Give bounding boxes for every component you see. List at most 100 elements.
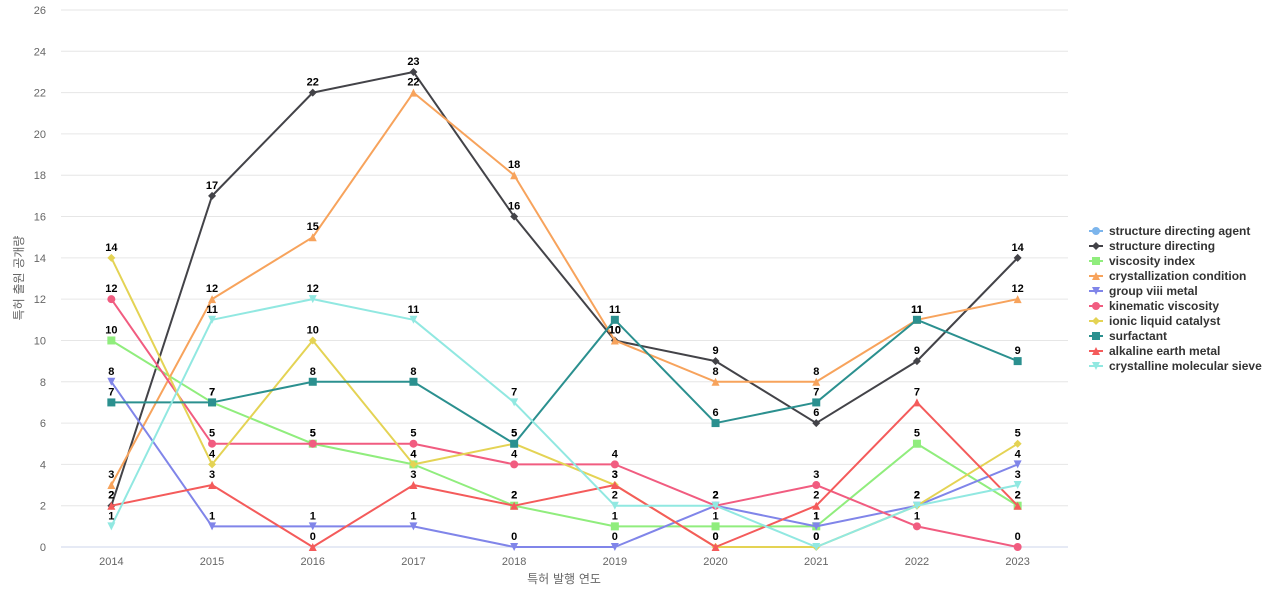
data-label: 8: [712, 366, 718, 378]
series: [107, 315, 1022, 448]
data-label: 12: [206, 283, 218, 295]
data-point: [510, 543, 519, 551]
data-label: 14: [105, 242, 118, 254]
data-label: 1: [813, 510, 819, 522]
data-point: [812, 419, 821, 428]
data-label: 2: [914, 490, 920, 502]
data-label: 3: [612, 469, 618, 481]
data-point: [812, 377, 821, 386]
data-label: 4: [511, 448, 518, 460]
data-point: [510, 460, 519, 469]
data-label: 8: [310, 366, 316, 378]
data-label: 10: [307, 324, 319, 336]
legend-label: viscosity index: [1109, 254, 1195, 268]
y-tick-label: 8: [40, 377, 46, 389]
data-label: 7: [108, 386, 114, 398]
data-point: [1013, 253, 1022, 262]
series-lines: [107, 67, 1022, 551]
data-point: [208, 315, 217, 324]
legend-item[interactable]: ionic liquid catalyst: [1089, 314, 1220, 328]
data-label: 3: [612, 469, 618, 481]
data-label: 2: [1015, 490, 1021, 502]
data-point: [610, 543, 619, 551]
legend-item[interactable]: kinematic viscosity: [1089, 299, 1219, 313]
data-label: 2: [712, 490, 718, 502]
data-label: 16: [508, 201, 520, 213]
data-point: [812, 398, 821, 407]
data-label: 5: [310, 428, 316, 440]
data-label: 22: [307, 77, 319, 89]
data-point: [308, 336, 317, 345]
legend-symbol: [1092, 272, 1100, 280]
legend-symbol: [1092, 347, 1100, 355]
data-point: [812, 501, 821, 510]
data-point: [308, 522, 317, 531]
legend-item[interactable]: structure directing agent: [1089, 224, 1250, 238]
data-point: [610, 501, 619, 510]
series: [107, 398, 1022, 551]
data-point: [510, 171, 519, 180]
data-label: 18: [508, 159, 520, 171]
data-label: 11: [408, 304, 420, 316]
legend-item[interactable]: structure directing: [1089, 239, 1215, 253]
data-label: 1: [410, 510, 416, 522]
data-point: [208, 522, 217, 531]
data-label: 4: [209, 448, 216, 460]
legend-item[interactable]: crystalline molecular sieve: [1089, 359, 1262, 373]
x-tick-label: 2016: [301, 556, 325, 568]
legend-symbol: [1092, 227, 1100, 235]
data-point: [711, 501, 720, 510]
data-point: [1013, 481, 1022, 490]
series-line: [110, 256, 1019, 548]
legend-label: kinematic viscosity: [1109, 299, 1219, 313]
data-label: 0: [511, 531, 517, 543]
data-point: [208, 439, 217, 448]
data-label: 2: [612, 490, 618, 502]
data-point: [711, 419, 720, 428]
data-point: [610, 481, 619, 490]
data-label: 3: [813, 469, 819, 481]
data-point: [107, 398, 116, 407]
x-tick-label: 2023: [1005, 556, 1029, 568]
x-axis-title: 특허 발행 연도: [527, 571, 601, 586]
legend-item[interactable]: surfactant: [1089, 329, 1167, 343]
data-label: 2: [108, 490, 114, 502]
legend-label: structure directing agent: [1109, 224, 1250, 238]
data-point: [107, 501, 116, 510]
data-point: [1013, 501, 1022, 510]
data-label: 0: [310, 531, 316, 543]
legend-item[interactable]: alkaline earth metal: [1089, 344, 1220, 358]
data-label: 7: [813, 386, 819, 398]
data-label: 3: [410, 469, 416, 481]
y-tick-label: 24: [34, 46, 46, 58]
data-point: [308, 295, 317, 304]
legend-item[interactable]: viscosity index: [1089, 254, 1195, 268]
legend-label: structure directing: [1109, 239, 1215, 253]
data-point: [208, 191, 217, 200]
data-label: 2: [813, 490, 819, 502]
x-tick-label: 2017: [401, 556, 425, 568]
data-label: 9: [914, 345, 920, 357]
data-point: [409, 67, 418, 76]
data-point: [107, 522, 116, 531]
data-label: 0: [1015, 531, 1021, 543]
data-label: 0: [813, 531, 819, 543]
data-label: 1: [108, 510, 114, 522]
data-point: [510, 398, 519, 407]
data-point: [308, 439, 317, 448]
legend-item[interactable]: crystallization condition: [1089, 269, 1246, 283]
x-axis-ticks: 2014 2015 2016 2017 2018 2019 2020 2021 2022 2023: [99, 556, 1030, 568]
data-label: 5: [511, 428, 517, 440]
data-point: [107, 253, 116, 262]
data-label: 5: [1015, 428, 1021, 440]
data-point: [812, 522, 821, 531]
data-label: 4: [410, 448, 417, 460]
data-label: 8: [410, 366, 416, 378]
data-label: 1: [813, 510, 819, 522]
series-line: [110, 91, 1019, 487]
legend-item[interactable]: group viii metal: [1089, 284, 1198, 298]
data-label: 5: [914, 428, 920, 440]
legend-symbol: [1092, 287, 1100, 295]
data-label: 10: [105, 324, 117, 336]
